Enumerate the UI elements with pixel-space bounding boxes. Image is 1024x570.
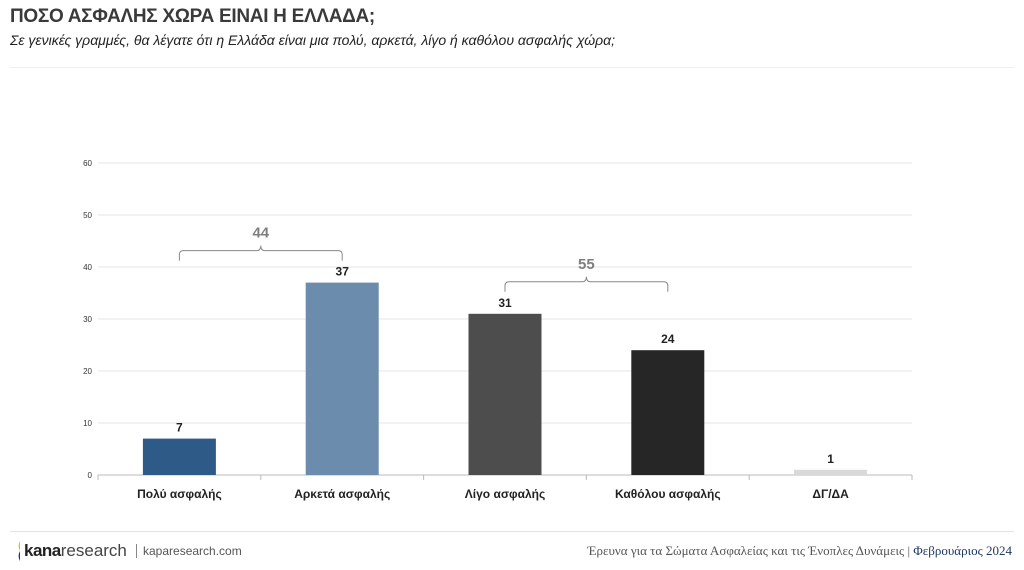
bracket-total-label: 55: [578, 256, 595, 273]
page-title: ΠΟΣΟ ΑΣΦΑΛΗΣ ΧΩΡΑ ΕΙΝΑΙ Η ΕΛΛΑΔΑ;: [10, 6, 375, 27]
x-tick-label: Καθόλου ασφαλής: [615, 487, 721, 501]
x-tick-label: Πολύ ασφαλής: [137, 487, 222, 501]
data-label: 7: [176, 421, 183, 435]
y-tick-label: 50: [83, 211, 92, 220]
bracket: [504, 276, 669, 292]
y-tick-label: 0: [88, 471, 93, 480]
y-tick-label: 30: [83, 315, 92, 324]
bar: [631, 350, 705, 475]
bar: [305, 282, 379, 475]
bracket: [178, 245, 343, 261]
y-tick-label: 60: [83, 159, 92, 168]
data-label: 1: [827, 452, 834, 466]
logo-mark-icon: [18, 541, 20, 561]
data-label: 24: [661, 332, 675, 346]
x-tick-label: Αρκετά ασφαλής: [294, 487, 390, 501]
bar: [142, 438, 216, 475]
x-tick-label: ΔΓ/ΔΑ: [812, 487, 849, 501]
footer-url[interactable]: kaparesearch.com: [136, 544, 242, 558]
bracket-total-label: 44: [252, 225, 269, 242]
y-tick-label: 20: [83, 367, 92, 376]
y-tick-label: 10: [83, 419, 92, 428]
divider: [10, 531, 1014, 532]
bar-chart: 0 10 20 30 40 50 60 7 Πολύ ασφαλής 37 Αρκετά ασφαλ…: [83, 159, 913, 501]
divider: [10, 67, 1014, 68]
data-label: 31: [498, 296, 512, 310]
page-subtitle: Σε γενικές γραμμές, θα λέγατε ότι η Ελλά…: [10, 32, 616, 48]
y-tick-label: 40: [83, 263, 92, 272]
data-label: 37: [336, 265, 350, 279]
kapa-research-logo: kana research: [8, 540, 127, 562]
bar: [794, 469, 868, 475]
bar: [468, 313, 542, 475]
footer-survey-info: Έρευνα για τα Σώματα Ασφαλείας και τις Έ…: [587, 543, 1012, 558]
x-tick-label: Λίγο ασφαλής: [465, 487, 545, 501]
